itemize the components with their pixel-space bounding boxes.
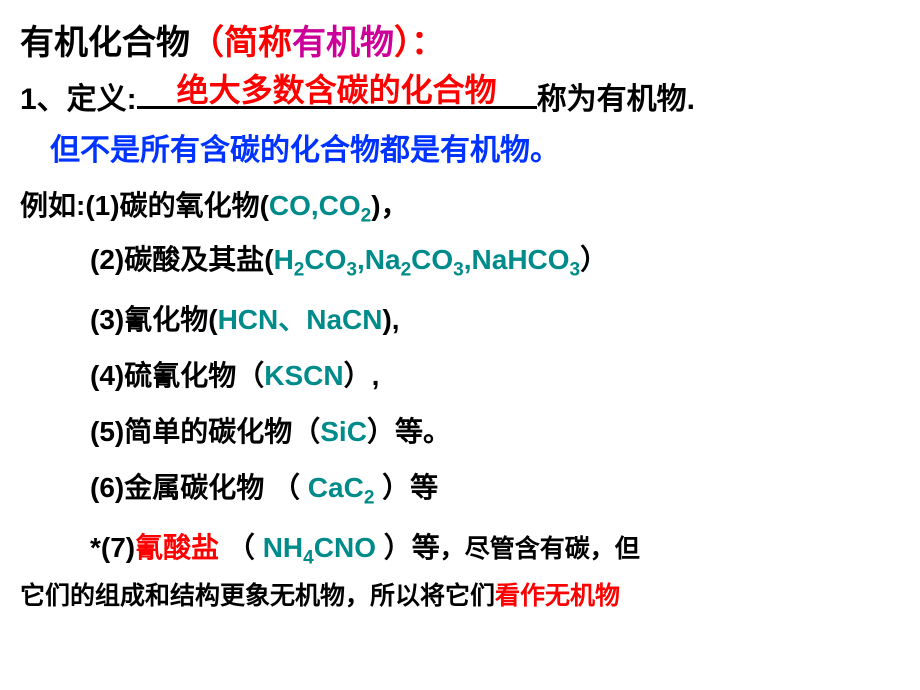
ex3: (3)氰化物(HCN、NaCN), [90,299,900,341]
def-suffix: 称为有机物. [537,83,695,116]
footer-p2: 看作无机物 [495,582,620,610]
ex7-red: 氰酸盐 [135,532,219,563]
ex4-formula: KSCN [264,360,343,391]
ex2-formula: H2CO3,Na2CO3,NaHCO3 [274,244,581,275]
footer-p1: 它们的组成和结构更象无机物，所以将它们 [20,582,495,610]
title-main: 有机化合物 [20,24,190,62]
title-paren-close: ）： [394,24,445,62]
ex6-formula: CaC2 [308,472,375,503]
ex5-formula: SiC [320,416,367,447]
definition-line: 1、定义:绝大多数含碳的化合物称为有机物. [20,77,900,122]
ex1-num: (1) [85,190,119,221]
ex4: (4)硫氰化物（KSCN）, [90,355,900,397]
note-line: 但不是所有含碳的化合物都是有机物。 [50,128,900,173]
def-label: 1、定义: [20,83,137,116]
ex1-formula: CO,CO2 [269,190,371,221]
ex7-formula: NH4CNO [263,532,376,563]
page-title: 有机化合物（简称有机物）： [20,18,900,69]
title-paren-open: （简称 [190,24,292,62]
ex2: (2)碳酸及其盐(H2CO3,Na2CO3,NaHCO3） [90,239,900,285]
ex1-close: )， [371,190,408,221]
ex7: *(7)氰酸盐 （ NH4CNO ）等，尽管含有碳，但 [90,527,900,573]
def-fill: 绝大多数含碳的化合物 [157,66,517,114]
ex5: (5)简单的碳化物（SiC）等。 [90,411,900,453]
ex1-txt: 碳的氧化物( [120,190,269,221]
ex-prefix: 例如: [20,190,85,221]
footer: 它们的组成和结构更象无机物，所以将它们看作无机物 [20,578,900,616]
ex6: (6)金属碳化物 （ CaC2 ）等 [90,467,900,513]
ex3-formula: HCN、NaCN [218,304,383,335]
examples-label: 例如:(1)碳的氧化物(CO,CO2)， [20,185,900,231]
title-keyword: 有机物 [292,24,394,62]
